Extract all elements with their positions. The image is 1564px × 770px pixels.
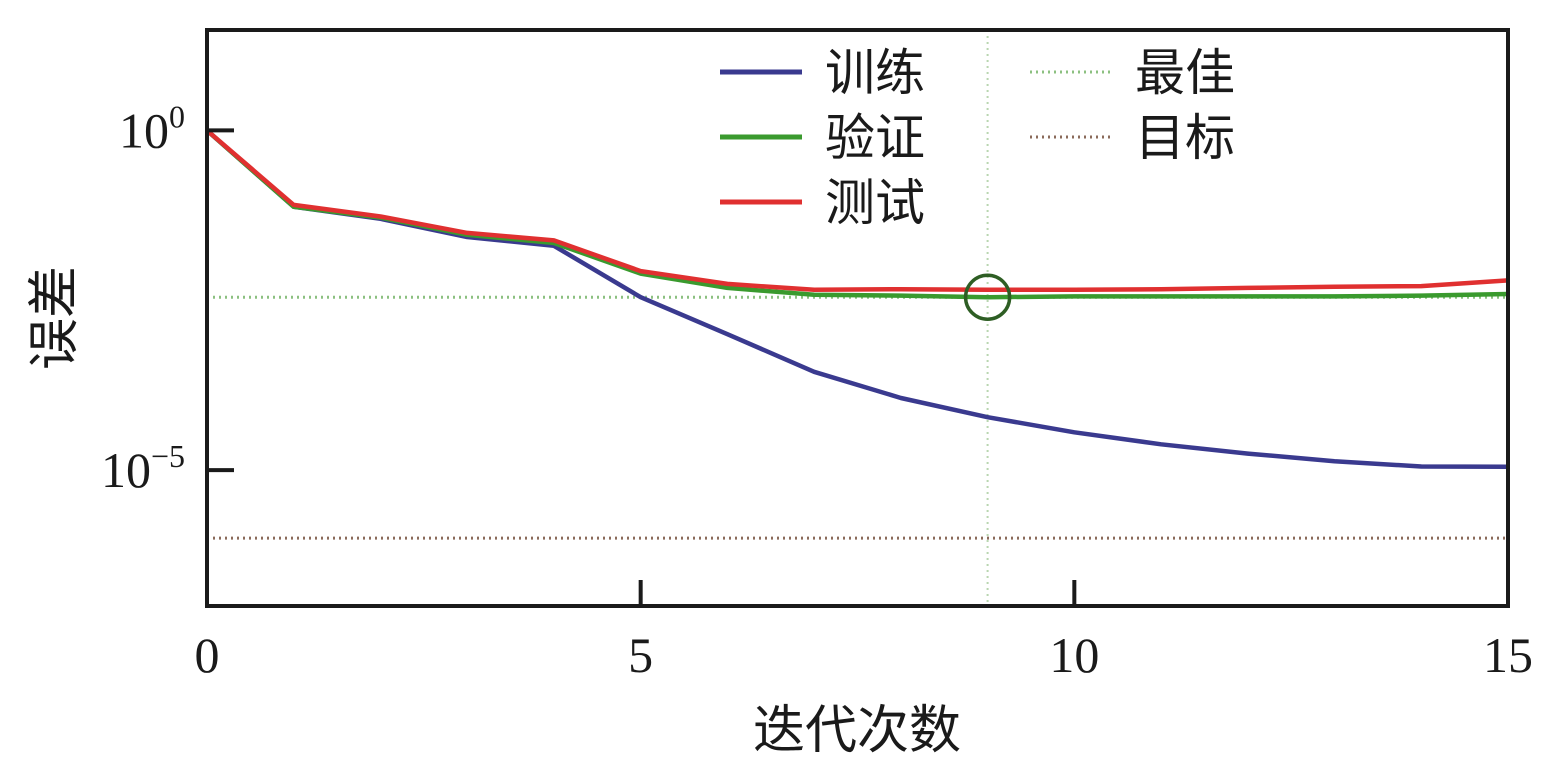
legend-label-goal: 目标 bbox=[1135, 109, 1235, 167]
plot-frame bbox=[205, 28, 1510, 608]
best-marker-layer bbox=[963, 273, 1012, 321]
y-tick-label: 10−5 bbox=[101, 438, 185, 498]
x-axis-title: 迭代次数 bbox=[753, 701, 961, 761]
x-tick-label: 10 bbox=[1049, 627, 1099, 683]
y-axis-title: 误差 bbox=[25, 266, 85, 370]
x-tick-label: 5 bbox=[628, 627, 653, 683]
ticks: 0 5 10 15 100 10−5 bbox=[101, 98, 1533, 683]
legend-label-best: 最佳 bbox=[1135, 44, 1235, 102]
legend: 训练 验证 测试 最佳 目标 bbox=[720, 44, 1235, 232]
x-tick-label: 15 bbox=[1483, 627, 1533, 683]
legend-label-train: 训练 bbox=[825, 44, 925, 102]
best-point-marker bbox=[963, 273, 1012, 321]
test-line bbox=[205, 128, 1509, 293]
series-lines bbox=[205, 128, 1509, 470]
y-tick-label: 100 bbox=[119, 98, 185, 158]
legend-label-validation: 验证 bbox=[825, 109, 925, 167]
x-tick-label: 0 bbox=[195, 627, 220, 683]
legend-label-test: 测试 bbox=[825, 174, 925, 232]
